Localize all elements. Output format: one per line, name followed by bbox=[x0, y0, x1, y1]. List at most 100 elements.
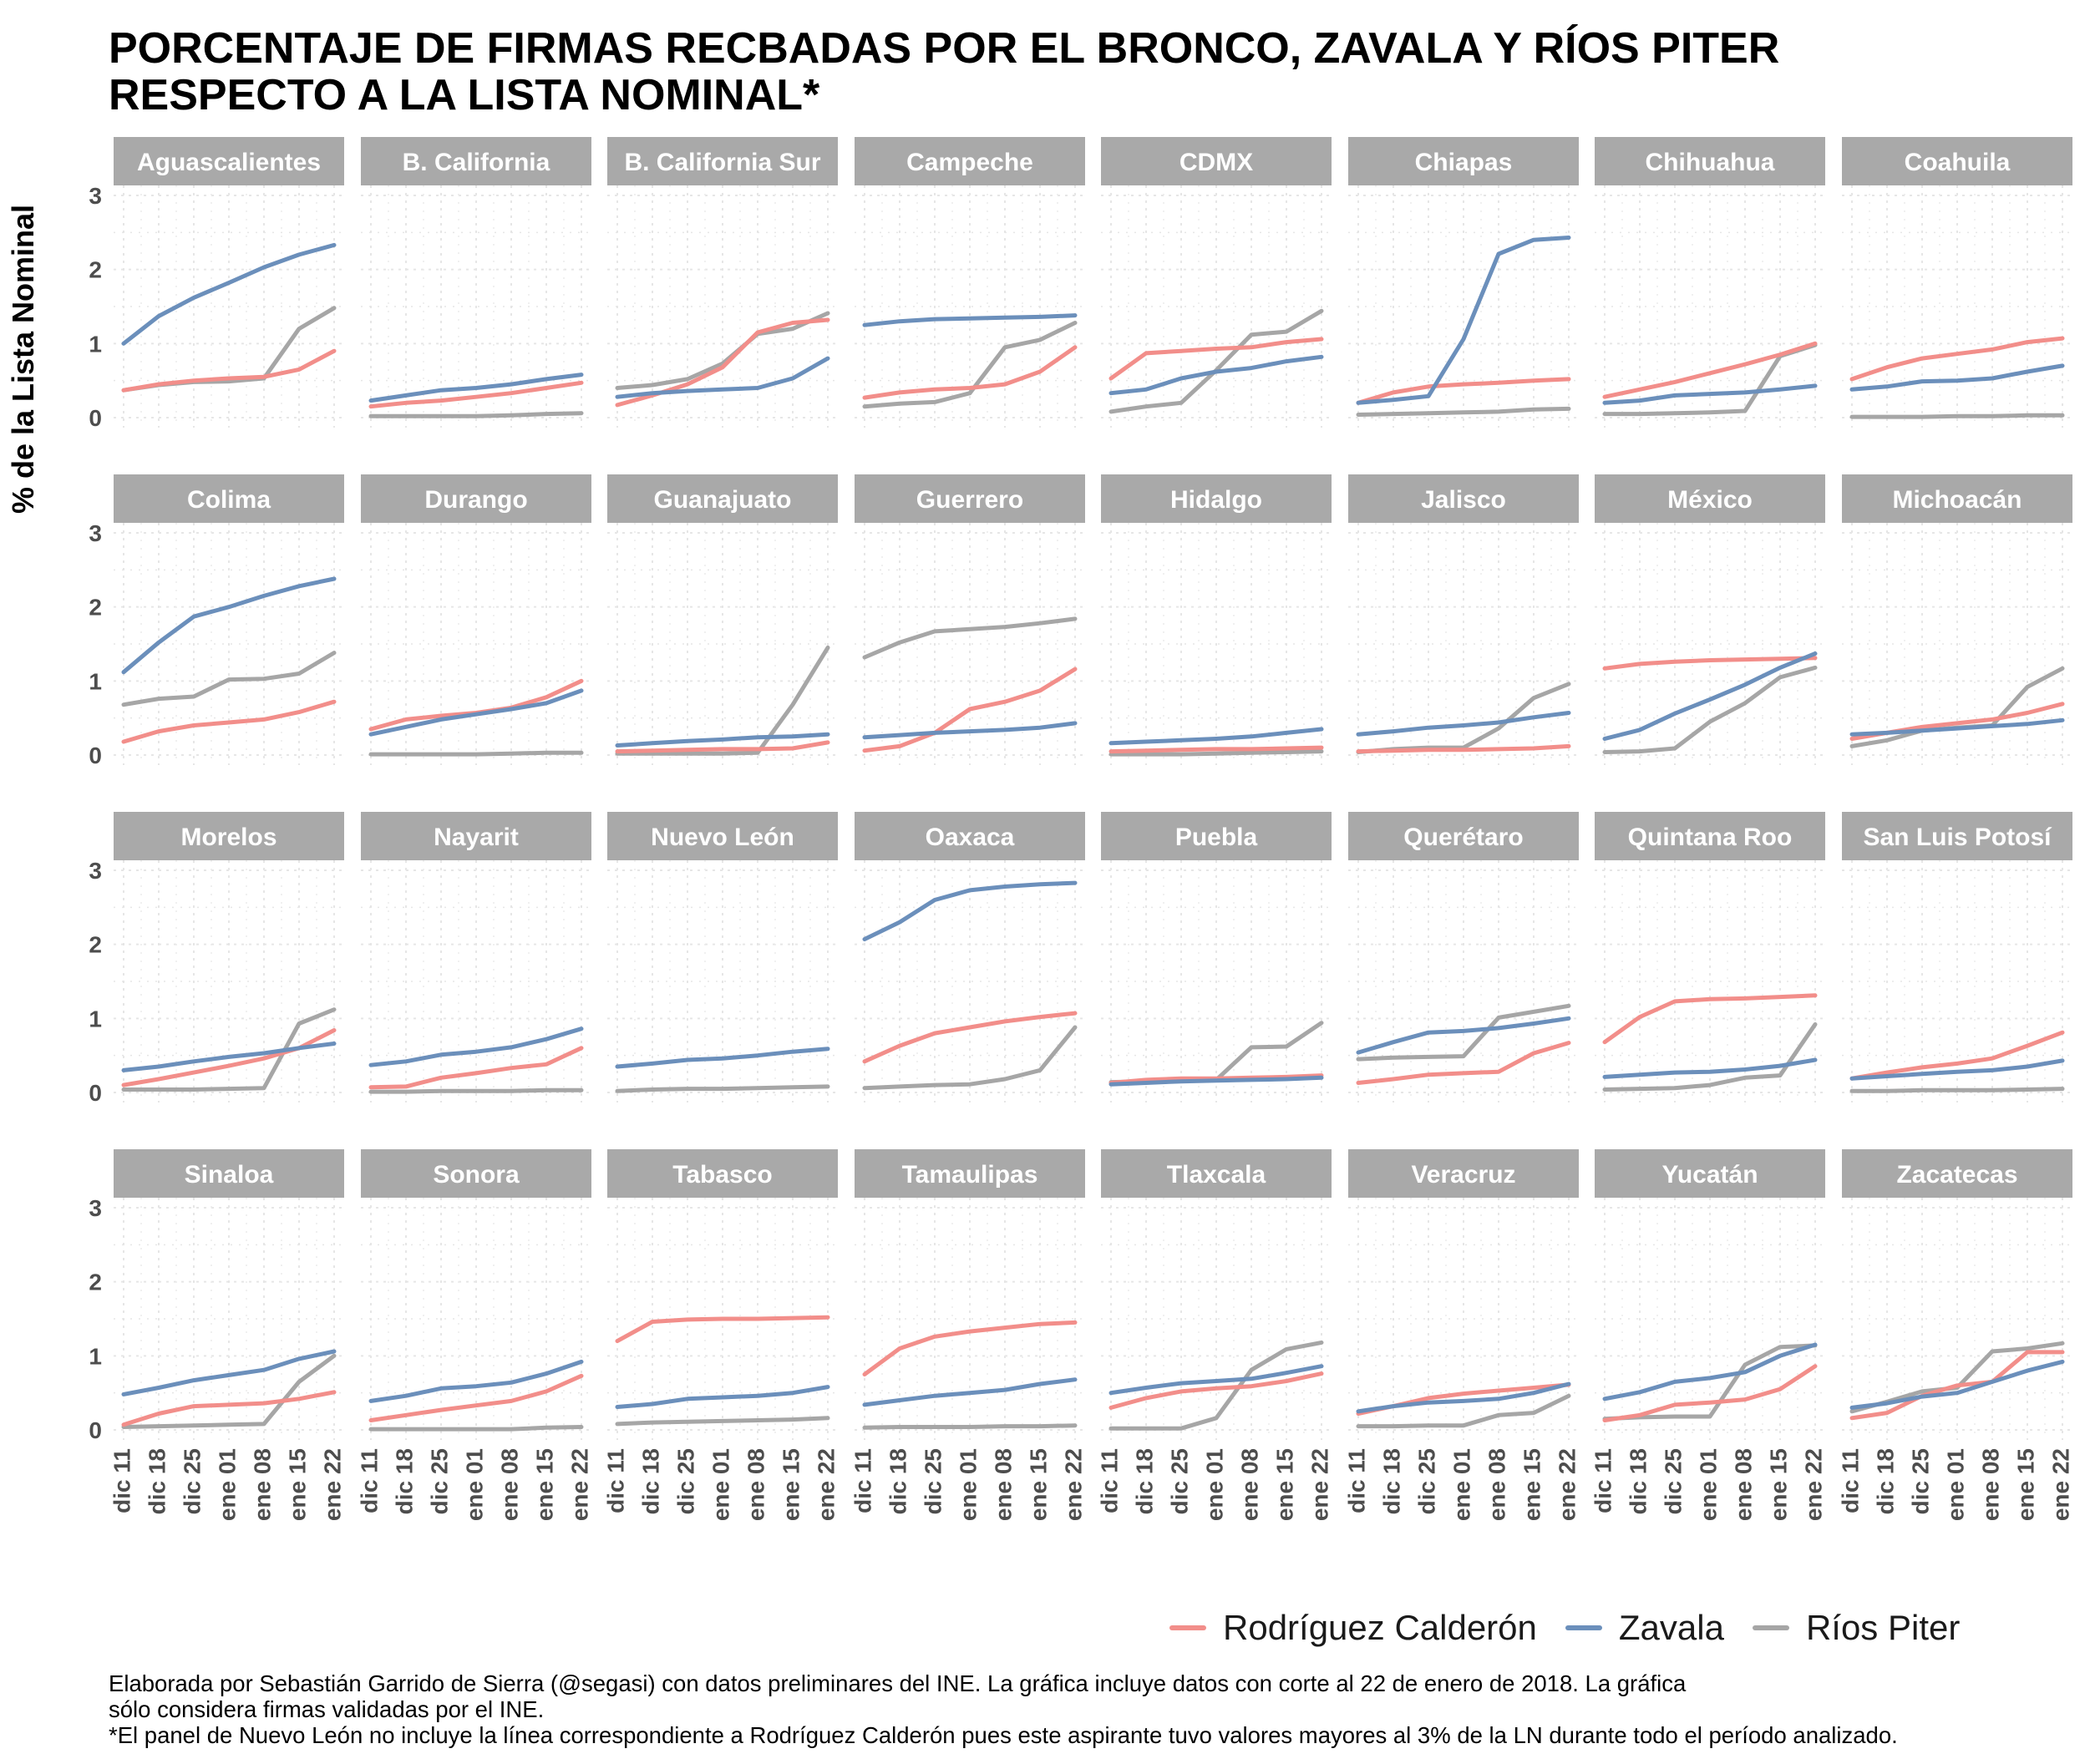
series-line-zavala bbox=[862, 1377, 1078, 1407]
caption-line3: *El panel de Nuevo León no incluye la lí… bbox=[109, 1722, 1898, 1748]
series-line-rodriguez-calderon bbox=[121, 1390, 337, 1427]
series-line-zavala bbox=[1602, 651, 1818, 741]
series-line-rodriguez-calderon bbox=[121, 699, 337, 744]
series-line-rodriguez-calderon bbox=[1602, 341, 1818, 399]
series-line-rodriguez-calderon bbox=[121, 348, 337, 393]
panel-strip-label: Sonora bbox=[433, 1161, 520, 1189]
x-tick-label: ene 08 bbox=[990, 1448, 1016, 1521]
x-tick-label: dic 18 bbox=[1131, 1448, 1157, 1514]
series-line-rodriguez-calderon bbox=[1108, 1371, 1324, 1410]
x-tick-label: dic 18 bbox=[885, 1448, 911, 1514]
series-line-rodriguez-calderon bbox=[1356, 377, 1571, 405]
x-tick-label: ene 22 bbox=[2047, 1448, 2073, 1521]
series-line-rodriguez-calderon bbox=[1602, 993, 1818, 1045]
series-line-rios-piter bbox=[615, 1416, 830, 1427]
panel-oaxaca: Oaxaca bbox=[855, 812, 1085, 1102]
panel-colima: Colima 0 1 2 3 bbox=[89, 474, 344, 768]
panel-campeche: Campeche bbox=[855, 137, 1085, 428]
series-line-rios-piter bbox=[368, 411, 584, 418]
y-tick-label: 2 bbox=[89, 932, 102, 958]
panel-mexico: México bbox=[1595, 474, 1825, 765]
panel-strip-label: San Luis Potosí bbox=[1863, 824, 2052, 851]
series-line-zavala bbox=[368, 688, 584, 737]
series-line-rios-piter bbox=[121, 1007, 337, 1092]
panel-strip-label: Zacatecas bbox=[1896, 1161, 2017, 1189]
y-tick-label: 3 bbox=[89, 1195, 102, 1221]
x-tick-label: ene 15 bbox=[531, 1448, 557, 1521]
panel-strip bbox=[607, 812, 838, 860]
panel-strip-label: Coahuila bbox=[1905, 149, 2011, 176]
series-line-rodriguez-calderon bbox=[1356, 1041, 1571, 1085]
series-line-zavala bbox=[1108, 1075, 1324, 1087]
series-line-rodriguez-calderon bbox=[1849, 336, 2065, 382]
x-tick-label: dic 25 bbox=[179, 1448, 205, 1514]
panel-tlaxcala: Tlaxcala dic 11 dic 18 dic 25 ene 01 ene 08 en… bbox=[1096, 1149, 1332, 1521]
legend-swatch-zavala bbox=[1565, 1625, 1602, 1630]
x-tick-label: ene 15 bbox=[778, 1448, 804, 1521]
series-line-rios-piter bbox=[1108, 749, 1324, 757]
panel-strip bbox=[1101, 1149, 1332, 1198]
series-line-rios-piter bbox=[1849, 1087, 2065, 1093]
chart-title-line2: RESPECTO A LA LISTA NOMINAL* bbox=[109, 71, 820, 119]
series-line-rodriguez-calderon bbox=[862, 1011, 1078, 1064]
panel-strip-label: B. California bbox=[403, 149, 550, 176]
y-tick-label: 0 bbox=[89, 1417, 102, 1443]
y-tick-label: 0 bbox=[89, 405, 102, 431]
x-tick-label: dic 11 bbox=[1096, 1448, 1122, 1513]
panel-strip bbox=[1348, 812, 1579, 860]
x-tick-label: dic 11 bbox=[1590, 1448, 1616, 1513]
series-line-zavala bbox=[1602, 383, 1818, 405]
x-tick-label: ene 01 bbox=[1695, 1448, 1721, 1521]
panel-jalisco: Jalisco bbox=[1348, 474, 1579, 765]
series-line-rodriguez-calderon bbox=[862, 667, 1078, 753]
legend-swatch-rodriguez-calderon bbox=[1169, 1625, 1206, 1630]
x-tick-label: ene 15 bbox=[1765, 1448, 1791, 1521]
panel-strip bbox=[607, 474, 838, 523]
x-tick-label: dic 25 bbox=[672, 1448, 698, 1514]
panel-b-california: B. California bbox=[361, 137, 591, 428]
legend-label-zavala: Zavala bbox=[1618, 1608, 1724, 1647]
panel-tabasco: Tabasco dic 11 dic 18 dic 25 ene 01 ene 08 ene… bbox=[602, 1149, 839, 1521]
x-tick-label: ene 01 bbox=[1201, 1448, 1227, 1521]
x-tick-label: ene 08 bbox=[249, 1448, 275, 1521]
series-line-zavala bbox=[1356, 1016, 1571, 1055]
panel-strip-label: Durango bbox=[424, 486, 527, 514]
panel-zacatecas: Zacatecas dic 11 dic 18 dic 25 ene 01 ene 08 e… bbox=[1837, 1149, 2073, 1521]
x-tick-label: dic 25 bbox=[1166, 1448, 1192, 1514]
panel-strip bbox=[1348, 137, 1579, 185]
x-tick-label: dic 25 bbox=[1413, 1448, 1439, 1514]
y-tick-label: 1 bbox=[89, 1343, 102, 1369]
y-tick-label: 2 bbox=[89, 257, 102, 283]
x-tick-label: ene 22 bbox=[813, 1448, 839, 1521]
x-tick-label: dic 18 bbox=[1625, 1448, 1651, 1514]
caption: Elaborada por Sebastián Garrido de Sierr… bbox=[109, 1670, 1898, 1748]
series-line-zavala bbox=[615, 356, 830, 399]
x-tick-label: ene 22 bbox=[319, 1448, 345, 1521]
panel-strip bbox=[1595, 812, 1825, 860]
series-line-rios-piter bbox=[1602, 1021, 1818, 1092]
x-tick-label: ene 01 bbox=[708, 1448, 733, 1521]
panel-strip bbox=[114, 812, 344, 860]
legend-item-rios-piter: Ríos Piter bbox=[1752, 1608, 1960, 1648]
series-line-zavala bbox=[1849, 1058, 2065, 1081]
panel-strip bbox=[361, 137, 591, 185]
series-line-rodriguez-calderon bbox=[862, 345, 1078, 400]
panel-strip bbox=[855, 1149, 1085, 1198]
y-axis-title: % de la Lista Nominal bbox=[6, 205, 40, 514]
series-line-rios-piter bbox=[862, 1423, 1078, 1430]
series-line-rios-piter bbox=[368, 1087, 584, 1094]
panel-strip-label: Puebla bbox=[1175, 824, 1258, 851]
x-tick-label: ene 08 bbox=[1730, 1448, 1756, 1521]
series-line-rodriguez-calderon bbox=[615, 1315, 830, 1344]
series-line-zavala bbox=[1849, 363, 2065, 392]
series-line-rios-piter bbox=[368, 1425, 584, 1432]
panel-yucatan: Yucatán dic 11 dic 18 dic 25 ene 01 ene 08 ene… bbox=[1590, 1149, 1826, 1521]
y-tick-label: 1 bbox=[89, 331, 102, 357]
series-line-zavala bbox=[1108, 727, 1324, 746]
series-line-zavala bbox=[1356, 1381, 1571, 1414]
panel-strip-label: México bbox=[1667, 486, 1753, 514]
x-tick-label: dic 11 bbox=[602, 1448, 628, 1513]
series-line-zavala bbox=[615, 732, 830, 748]
panel-strip bbox=[1595, 1149, 1825, 1198]
series-line-zavala bbox=[862, 313, 1078, 327]
